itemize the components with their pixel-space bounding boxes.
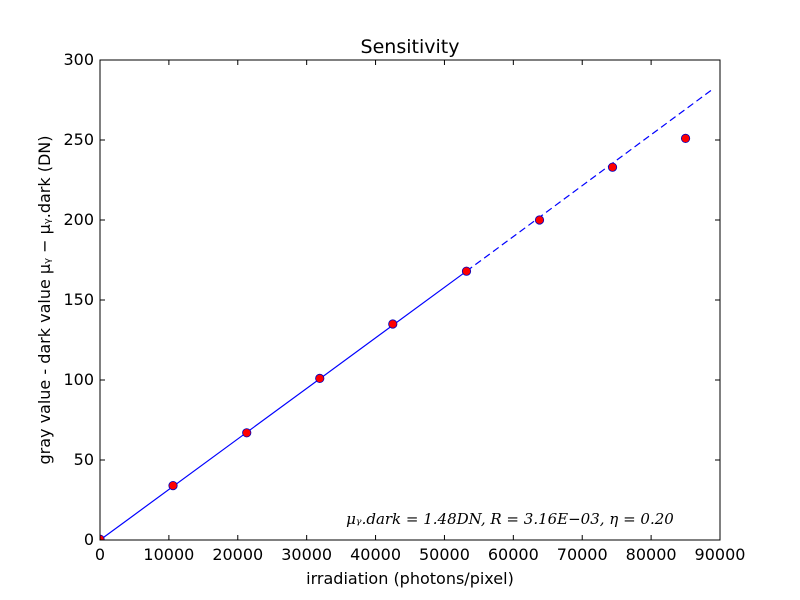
y-axis: 0 50 100 150 200 250 300 xyxy=(63,50,720,549)
y-tick-label: 300 xyxy=(63,50,94,69)
x-tick-label: 80000 xyxy=(626,545,677,564)
fit-line-solid xyxy=(100,270,467,540)
x-axis-label: irradiation (photons/pixel) xyxy=(306,569,514,588)
x-tick-label: 90000 xyxy=(695,545,746,564)
x-tick-label: 10000 xyxy=(143,545,194,564)
data-point xyxy=(534,215,545,225)
data-point xyxy=(388,319,398,329)
fit-line-dashed xyxy=(466,89,712,272)
y-tick-label: 150 xyxy=(63,290,94,309)
data-point xyxy=(607,162,618,172)
x-tick-label: 60000 xyxy=(488,545,539,564)
y-tick-label: 250 xyxy=(63,130,94,149)
x-tick-label: 0 xyxy=(95,545,105,564)
x-tick-label: 20000 xyxy=(212,545,263,564)
y-tick-label: 50 xyxy=(74,450,94,469)
fit-annotation: μᵧ.dark = 1.48DN, R = 3.16E−03, η = 0.20 xyxy=(346,510,674,528)
chart-title: Sensitivity xyxy=(361,36,460,58)
x-tick-label: 50000 xyxy=(419,545,470,564)
y-tick-label: 100 xyxy=(63,370,94,389)
plot-frame xyxy=(99,59,721,541)
y-axis-label: gray value - dark value μᵧ − μᵧ.dark (DN… xyxy=(35,135,54,464)
data-point xyxy=(315,373,325,383)
x-tick-label: 70000 xyxy=(557,545,608,564)
plot-area xyxy=(100,89,712,540)
y-tick-label: 0 xyxy=(84,530,94,549)
x-axis: 0 10000 20000 30000 40000 50000 60000 70000 8000… xyxy=(95,60,746,564)
x-tick-label: 30000 xyxy=(281,545,332,564)
x-tick-label: 40000 xyxy=(350,545,401,564)
data-point xyxy=(680,133,691,143)
data-point xyxy=(242,428,252,438)
data-point xyxy=(461,266,472,276)
y-tick-label: 200 xyxy=(63,210,94,229)
data-point xyxy=(168,480,178,491)
